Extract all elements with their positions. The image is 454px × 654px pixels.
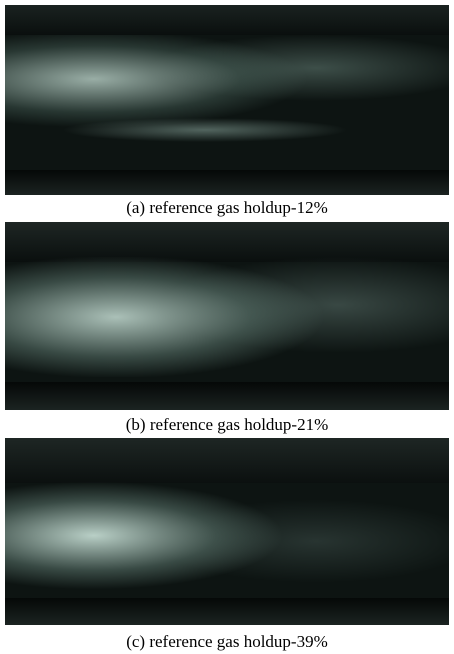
caption: (a) reference gas holdup-12% <box>0 198 454 218</box>
photo-c <box>5 438 449 625</box>
caption: (b) reference gas holdup-21% <box>0 415 454 435</box>
caption: (c) reference gas holdup-39% <box>0 632 454 652</box>
page: {"figure": {"panels": [ {"caption": "(a)… <box>0 0 454 654</box>
photo-a <box>5 5 449 195</box>
photo-b <box>5 222 449 410</box>
